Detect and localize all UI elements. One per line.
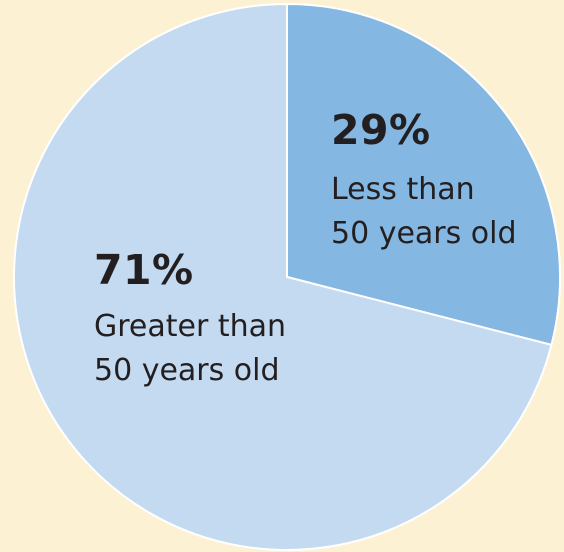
slice-label-greater-than-50: 71% Greater than 50 years old: [94, 246, 286, 393]
slice-desc-line-1-less-than-50: Less than: [331, 172, 475, 208]
slice-desc-line-1-greater-than-50: Greater than: [94, 309, 287, 345]
slice-label-less-than-50: 29% Less than 50 years old: [331, 106, 517, 256]
pie-slice-greater-than-50: [13, 3, 553, 551]
slice-desc-line-2-greater-than-50: 50 years old: [94, 353, 280, 389]
slice-percent-greater-than-50: 71%: [94, 246, 194, 294]
slice-desc-line-2-less-than-50: 50 years old: [331, 216, 517, 252]
pie-slice-less-than-50: [286, 3, 561, 346]
slice-percent-less-than-50: 29%: [331, 106, 431, 154]
